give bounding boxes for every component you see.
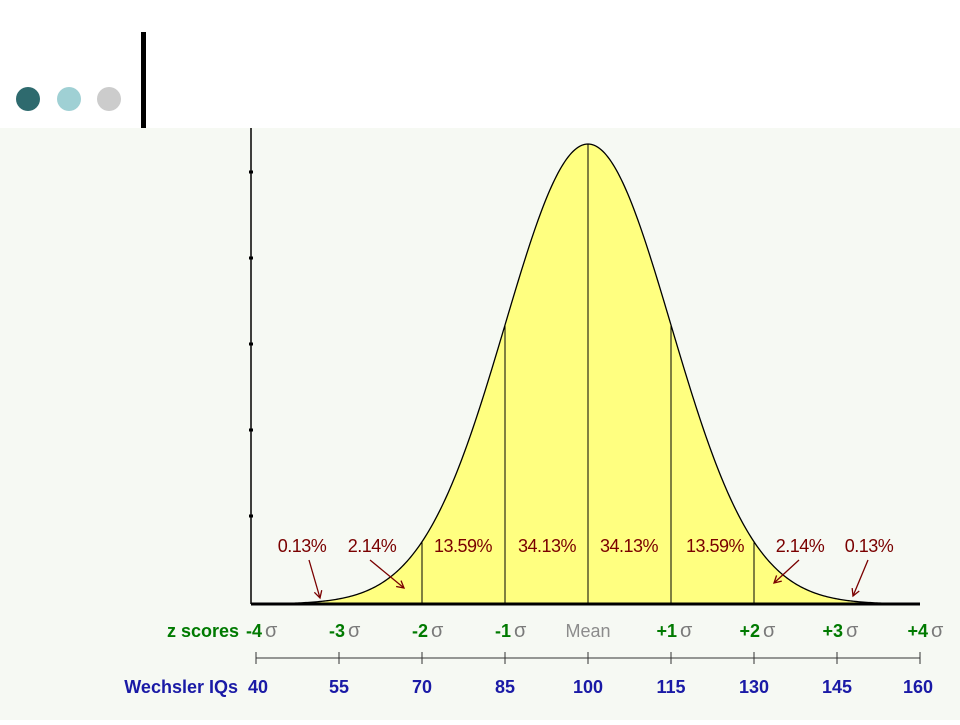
sigma-symbol: σ <box>348 620 361 642</box>
tail-arrow-line <box>369 559 405 589</box>
percent-label: 34.13% <box>600 536 659 556</box>
z-scores-label: z scores <box>167 621 239 641</box>
iq-tick-label: 160 <box>903 677 933 697</box>
iq-tick-label: 100 <box>573 677 603 697</box>
header-divider <box>141 32 146 128</box>
tail-arrow-head <box>851 587 860 598</box>
sigma-symbol: σ <box>680 620 693 642</box>
sigma-symbol: σ <box>431 620 444 642</box>
tail-arrow-head <box>313 590 323 600</box>
z-tick-label: -4 <box>246 621 262 641</box>
tail-arrow-head <box>396 580 406 589</box>
sigma-symbol: σ <box>514 620 527 642</box>
percent-label: 13.59% <box>686 536 745 556</box>
percent-label: 13.59% <box>434 536 493 556</box>
tail-arrow-line <box>308 559 321 599</box>
tail-arrow-line <box>773 559 800 584</box>
iq-tick-label: 40 <box>248 677 268 697</box>
iq-tick-label: 115 <box>656 677 685 697</box>
normal-curve-chart: 0.13% 2.14% 13.59% 34.13% 34.13% 13.59% 2.14% 0… <box>124 128 944 697</box>
decor-dot-dark <box>16 87 40 111</box>
z-tick-label: -1 <box>495 621 511 641</box>
percent-label: 2.14% <box>348 536 397 556</box>
z-tick-label: +1 <box>656 621 677 641</box>
sigma-symbol: σ <box>763 620 776 642</box>
wechsler-iq-label: Wechsler IQs <box>124 677 238 697</box>
decor-dot-gray <box>97 87 121 111</box>
z-tick-label: -3 <box>329 621 345 641</box>
iq-tick-label: 70 <box>412 677 432 697</box>
mean-label: Mean <box>565 621 610 641</box>
percent-label: 2.14% <box>776 536 825 556</box>
z-tick-label: -2 <box>412 621 428 641</box>
iq-tick-label: 145 <box>822 677 852 697</box>
iq-tick-label: 85 <box>495 677 515 697</box>
iq-tick-label: 55 <box>329 677 349 697</box>
sigma-symbol: σ <box>265 620 278 642</box>
z-tick-label: +2 <box>739 621 760 641</box>
z-tick-label: +4 <box>907 621 928 641</box>
chart-panel: 0.13% 2.14% 13.59% 34.13% 34.13% 13.59% 2.14% 0… <box>0 128 960 720</box>
percent-label: 0.13% <box>845 536 894 556</box>
iq-tick-label: 130 <box>739 677 769 697</box>
tail-arrow-head <box>773 575 782 584</box>
z-tick-label: +3 <box>822 621 843 641</box>
tail-arrow-line <box>852 559 869 597</box>
sigma-symbol: σ <box>846 620 859 642</box>
decor-dot-light <box>57 87 81 111</box>
percent-label: 0.13% <box>278 536 327 556</box>
percent-label: 34.13% <box>518 536 577 556</box>
sigma-symbol: σ <box>931 620 944 642</box>
slide-header <box>0 0 960 128</box>
